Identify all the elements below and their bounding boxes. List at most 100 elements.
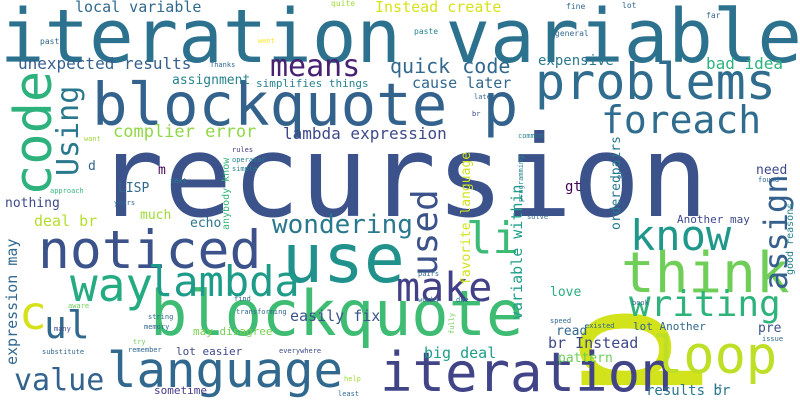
word: issue [762,335,784,343]
word: sometime [154,384,207,397]
word: lt [714,383,723,391]
word: lot easier [176,345,243,358]
word: use [282,220,405,299]
word: d [88,159,96,174]
word: simplifies things [256,77,369,90]
word: later [474,93,496,101]
word: want [84,135,101,143]
word: pairs [418,270,440,278]
word: big deal [424,344,497,362]
word: c [19,286,47,340]
word: value [14,363,105,398]
word: string [148,313,174,321]
word: problems [535,53,776,111]
word: know [630,211,732,260]
word: love [550,285,582,300]
word: far [706,11,721,20]
word: lot Another [633,320,706,333]
word: variable within [508,184,526,320]
word: local variable [75,0,202,16]
word: ul [44,303,90,347]
word: book [632,299,649,307]
word: read [556,324,588,339]
word: quick code [390,54,511,78]
word: much [140,208,172,223]
word: lot [622,1,637,10]
word: blockquote [150,277,524,350]
word: LISP [118,181,150,196]
word: paste [414,27,439,36]
word: make [396,265,493,311]
word: writing [629,284,781,325]
word: text [170,177,187,185]
word: anybody know [221,157,232,230]
word: years [114,199,136,207]
word: try [133,338,146,346]
word: common [518,132,544,140]
word: means [270,49,361,84]
word: works [418,296,440,304]
word: transforming [236,308,287,316]
word: echo [190,216,222,231]
word: used [405,189,446,276]
word: noticed [38,220,262,281]
word: find [234,295,251,303]
word: fully [448,312,456,334]
word: orderedpairs [609,136,624,230]
word: deal br [34,212,98,230]
word: assignment [172,73,251,88]
word: wondering [272,210,413,240]
word: Instead create [375,0,502,16]
word: iteration [380,341,673,400]
word: way [70,258,154,312]
word: think [621,241,790,306]
word: language [107,342,344,399]
word: Another may [677,213,750,226]
word: cause later [412,74,512,92]
word: results br [646,383,731,399]
word: due [456,296,469,304]
word: operator [232,156,266,164]
word: solve [527,213,549,221]
word: general [555,29,589,38]
word: ok [617,173,626,181]
word: remember [128,346,162,354]
word: good reasons [785,202,796,275]
word: bad idea [706,54,784,73]
word: simple [232,165,258,173]
word: many [54,325,71,333]
word: li [466,213,519,264]
word: speed [550,317,572,325]
word: Thanks [210,61,236,69]
word: m [158,163,166,178]
word: pattern [558,351,613,366]
word: recursion [96,111,709,243]
word: pre [758,321,782,336]
word: everywhere [279,347,322,355]
word: foreach [601,98,762,142]
word: existed [585,322,615,330]
word: quite [331,0,356,8]
word: complier error [113,122,257,142]
word: lambda [148,257,300,306]
word: lambda expression [283,124,447,143]
word: loop [652,326,778,386]
word: found [758,176,780,184]
word: past [40,37,60,46]
word: br [472,110,481,118]
word: br Instead [548,334,639,352]
word: expensive [538,53,614,69]
word: memory [144,323,170,331]
word: nothing [5,196,60,211]
word: aware [68,302,90,310]
word: Using [51,85,86,176]
word: iteration variable [0,0,800,80]
word: easily fix [290,307,381,325]
word: fine [566,2,586,11]
word: rules [232,146,254,154]
word: programming [517,155,525,202]
word: gt [565,179,582,195]
word: may disagree [193,325,273,338]
word: went [258,37,275,45]
word: approach [50,187,84,195]
